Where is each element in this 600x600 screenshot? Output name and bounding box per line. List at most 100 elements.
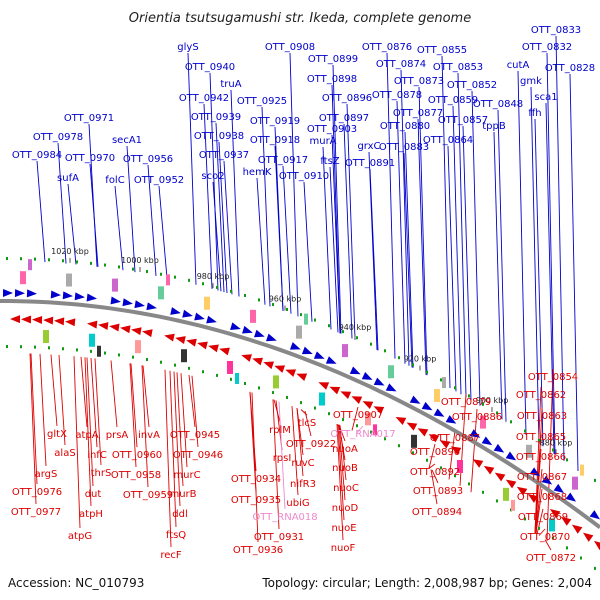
- gene-label-ott-0940[interactable]: OTT_0940: [185, 62, 235, 73]
- gene-label-ott-0869[interactable]: OTT_0869: [518, 512, 568, 523]
- gene-label-ott-0922[interactable]: OTT_0922: [286, 439, 336, 450]
- gene-label-ott-0880[interactable]: OTT_0880: [380, 121, 430, 132]
- gene-label-ott-0938[interactable]: OTT_0938: [194, 131, 244, 142]
- gene-label-ott-0862[interactable]: OTT_0862: [516, 390, 566, 401]
- gene-label-ott-0899[interactable]: OTT_0899: [308, 54, 358, 65]
- gene-label-nuod[interactable]: nuoD: [332, 503, 359, 514]
- gene-label-sufa[interactable]: sufA: [57, 173, 79, 184]
- gene-label-ott-0942[interactable]: OTT_0942: [179, 93, 229, 104]
- gene-label-thrs[interactable]: thrS: [91, 468, 112, 479]
- gene-label-ott-0828[interactable]: OTT_0828: [545, 63, 595, 74]
- gene-label-nuoc[interactable]: nuoC: [333, 483, 359, 494]
- gene-label-ddl[interactable]: ddl: [172, 509, 187, 520]
- gene-label-gmk[interactable]: gmk: [520, 76, 542, 87]
- gene-label-folc[interactable]: folC: [105, 175, 124, 186]
- gene-label-ott-0907[interactable]: OTT_0907: [333, 410, 383, 421]
- gene-label-ott-0976[interactable]: OTT_0976: [12, 487, 62, 498]
- gene-label-ott-0870[interactable]: OTT_0870: [520, 532, 570, 543]
- gene-label-sca1[interactable]: sca1: [534, 92, 557, 103]
- gene-label-ott-0908[interactable]: OTT_0908: [265, 42, 315, 53]
- gene-label-trua[interactable]: truA: [220, 79, 241, 90]
- gene-label-nifr3[interactable]: nifR3: [290, 479, 316, 490]
- gene-label-inva[interactable]: invA: [138, 430, 160, 441]
- gene-label-ott-0891[interactable]: OTT_0891: [345, 158, 395, 169]
- gene-label-sco2[interactable]: sco2: [201, 171, 224, 182]
- gene-label-ott-0978[interactable]: OTT_0978: [33, 132, 83, 143]
- gene-label-ott-0848[interactable]: OTT_0848: [473, 99, 523, 110]
- gene-label-ott-0859[interactable]: OTT_0859: [428, 95, 478, 106]
- gene-label-ott-0872[interactable]: OTT_0872: [526, 553, 576, 564]
- gene-label-ott-0864[interactable]: OTT_0864: [423, 135, 473, 146]
- gene-label-nuoe[interactable]: nuoE: [331, 523, 356, 534]
- gene-label-alas[interactable]: alaS: [54, 448, 75, 459]
- gene-label-ott-0945[interactable]: OTT_0945: [170, 430, 220, 441]
- gene-label-ruvc[interactable]: ruvC: [291, 458, 314, 469]
- gene-label-ott-0894[interactable]: OTT_0894: [412, 507, 462, 518]
- gene-label-ubig[interactable]: ubiG: [286, 498, 309, 509]
- gene-label-ffh[interactable]: ffh: [528, 108, 541, 119]
- gene-label-ftsq[interactable]: ftsQ: [166, 530, 186, 541]
- gene-label-ott-0959[interactable]: OTT_0959: [123, 490, 173, 501]
- gene-label-murc[interactable]: murC: [173, 470, 200, 481]
- gene-label-ott-0937[interactable]: OTT_0937: [199, 150, 249, 161]
- gene-label-prsa[interactable]: prsA: [106, 430, 129, 441]
- gene-label-ott-0946[interactable]: OTT_0946: [173, 450, 223, 461]
- gene-label-ott-0854[interactable]: OTT_0854: [528, 372, 578, 383]
- gene-label-ott-0897[interactable]: OTT_0897: [319, 113, 369, 124]
- gene-label-glys[interactable]: glyS: [177, 42, 198, 53]
- gene-label-nuof[interactable]: nuoF: [331, 543, 356, 554]
- gene-label-ott-0903[interactable]: OTT_0903: [307, 124, 357, 135]
- gene-label-ott-0877[interactable]: OTT_0877: [393, 108, 443, 119]
- gene-label-ott-0952[interactable]: OTT_0952: [134, 175, 184, 186]
- gene-label-ott-0876[interactable]: OTT_0876: [362, 42, 412, 53]
- gene-label-ott-0939[interactable]: OTT_0939: [191, 112, 241, 123]
- gene-label-nuoa[interactable]: nuoA: [332, 444, 358, 455]
- gene-label-ott-0873[interactable]: OTT_0873: [394, 76, 444, 87]
- gene-label-args[interactable]: argS: [35, 469, 58, 480]
- gene-label-atpg[interactable]: atpG: [68, 531, 92, 542]
- gene-label-cuta[interactable]: cutA: [507, 60, 530, 71]
- gene-label-ott-0857[interactable]: OTT_0857: [438, 115, 488, 126]
- gene-label-ott-0934[interactable]: OTT_0934: [231, 474, 281, 485]
- gene-label-hemk[interactable]: hemK: [243, 167, 272, 178]
- gene-label-ott-rna018[interactable]: OTT_RNA018: [252, 512, 317, 523]
- gene-label-tppb[interactable]: tppB: [482, 121, 506, 132]
- gene-label-ott-0887[interactable]: OTT_0887: [430, 433, 480, 444]
- gene-label-ott-0960[interactable]: OTT_0960: [112, 450, 162, 461]
- gene-label-dut[interactable]: dut: [85, 489, 102, 500]
- gene-label-ott-0832[interactable]: OTT_0832: [522, 42, 572, 53]
- gene-label-rpsi[interactable]: rpsI: [273, 453, 292, 464]
- gene-label-ott-0977[interactable]: OTT_0977: [11, 507, 61, 518]
- gene-label-rplm[interactable]: rplM: [269, 425, 291, 436]
- gene-label-murb[interactable]: murB: [169, 489, 196, 500]
- gene-label-recf[interactable]: recF: [160, 550, 182, 561]
- gene-label-nuob[interactable]: nuoB: [332, 463, 358, 474]
- gene-label-ott-0918[interactable]: OTT_0918: [250, 135, 300, 146]
- gene-label-ott-0917[interactable]: OTT_0917: [258, 155, 308, 166]
- gene-label-ott-0833[interactable]: OTT_0833: [531, 25, 581, 36]
- gene-label-ott-0919[interactable]: OTT_0919: [250, 116, 300, 127]
- gene-label-ott-0868[interactable]: OTT_0868: [517, 492, 567, 503]
- gene-label-ott-0984[interactable]: OTT_0984: [12, 150, 62, 161]
- gene-label-tlcs[interactable]: tlcS: [298, 418, 317, 429]
- gene-label-ott-0890[interactable]: OTT_0890: [410, 447, 460, 458]
- gene-label-seca1[interactable]: secA1: [112, 135, 142, 146]
- gene-label-mura[interactable]: murA: [309, 136, 336, 147]
- gene-label-grxc[interactable]: grxC: [357, 141, 380, 152]
- gene-label-ott-0863[interactable]: OTT_0863: [517, 411, 567, 422]
- gene-label-ott-0971[interactable]: OTT_0971: [64, 113, 114, 124]
- gene-label-ott-0883[interactable]: OTT_0883: [379, 142, 429, 153]
- gene-label-ott-0910[interactable]: OTT_0910: [279, 171, 329, 182]
- gene-label-ott-0935[interactable]: OTT_0935: [231, 495, 281, 506]
- gene-label-ott-0896[interactable]: OTT_0896: [322, 93, 372, 104]
- gene-label-ott-rna017[interactable]: OTT_RNA017: [330, 429, 395, 440]
- gene-label-ott-0893[interactable]: OTT_0893: [413, 486, 463, 497]
- gene-label-ott-0878[interactable]: OTT_0878: [372, 90, 422, 101]
- gene-label-ott-0936[interactable]: OTT_0936: [233, 545, 283, 556]
- gene-label-gltx[interactable]: gltX: [47, 429, 67, 440]
- gene-label-ott-0956[interactable]: OTT_0956: [123, 154, 173, 165]
- gene-label-ott-0866[interactable]: OTT_0866: [516, 452, 566, 463]
- gene-label-ott-0853[interactable]: OTT_0853: [433, 62, 483, 73]
- gene-label-ott-0958[interactable]: OTT_0958: [111, 470, 161, 481]
- gene-label-ott-0970[interactable]: OTT_0970: [65, 153, 115, 164]
